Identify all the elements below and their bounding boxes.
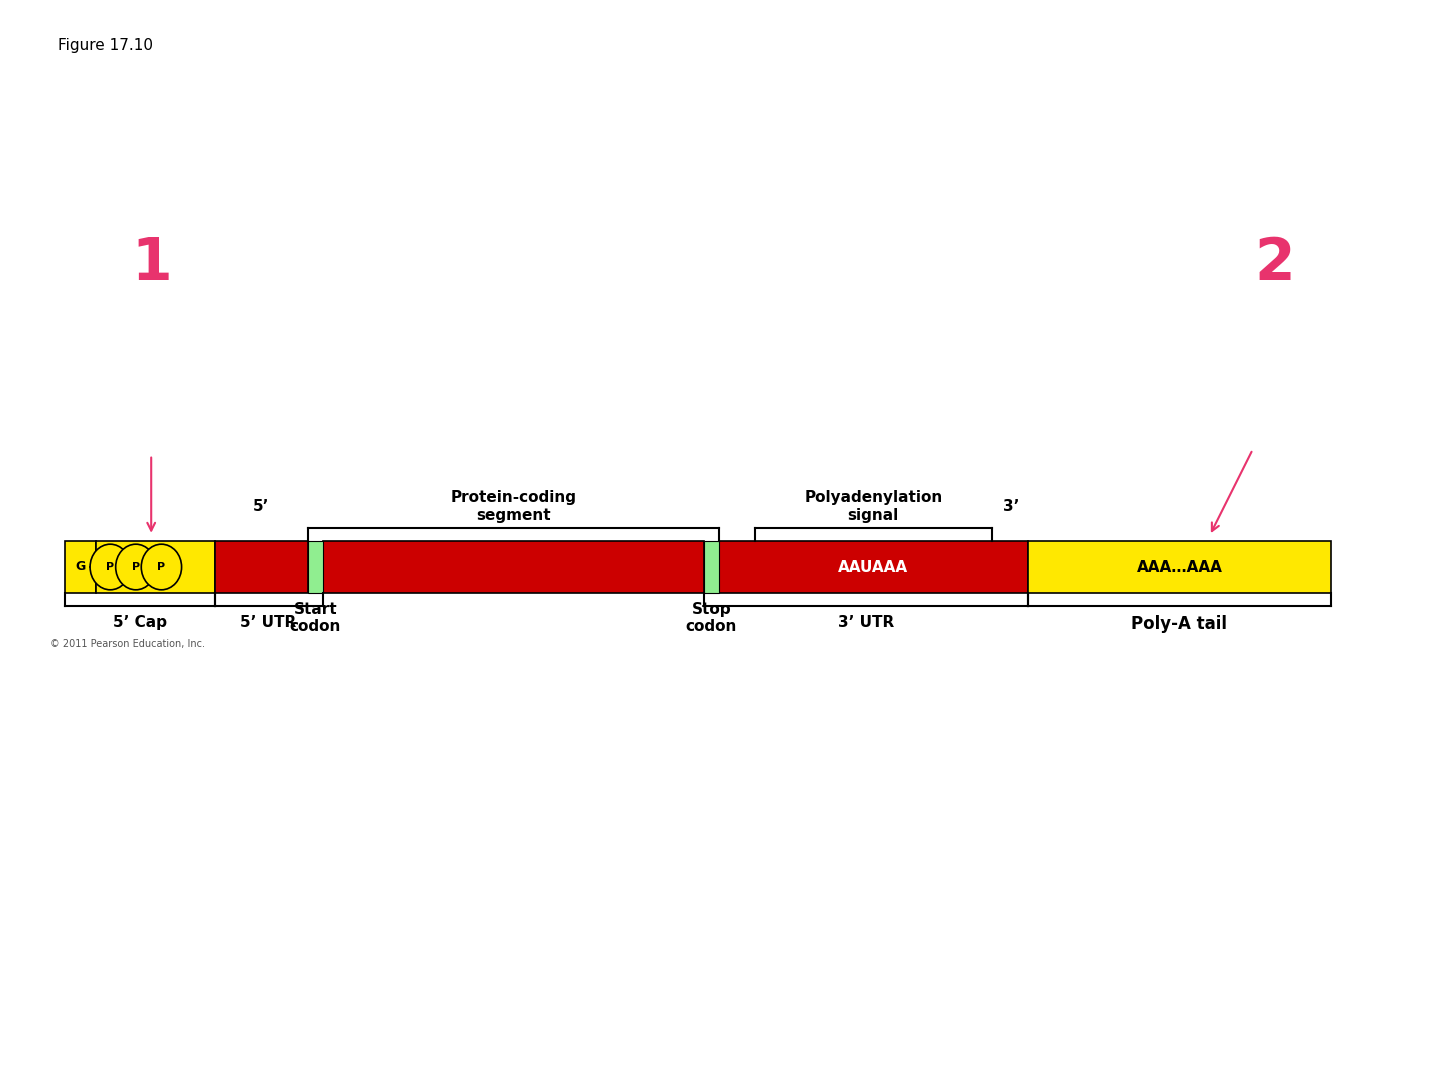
Ellipse shape [141,544,181,590]
FancyBboxPatch shape [323,541,704,593]
Text: P: P [107,562,114,572]
Text: Figure 17.10: Figure 17.10 [58,38,153,53]
FancyBboxPatch shape [308,541,323,593]
Text: Poly-A tail: Poly-A tail [1132,615,1227,633]
Text: P: P [132,562,140,572]
Text: Polyadenylation
signal: Polyadenylation signal [804,490,943,523]
Text: AAUAAA: AAUAAA [838,559,909,575]
FancyBboxPatch shape [1028,541,1331,593]
Text: © 2011 Pearson Education, Inc.: © 2011 Pearson Education, Inc. [50,639,206,649]
Text: Stop
codon: Stop codon [685,602,737,634]
Ellipse shape [115,544,156,590]
FancyBboxPatch shape [65,541,96,593]
Text: 1: 1 [131,234,171,292]
Text: Start
codon: Start codon [289,602,341,634]
Text: Protein-coding
segment: Protein-coding segment [451,490,576,523]
FancyBboxPatch shape [719,541,1028,593]
Ellipse shape [91,544,131,590]
Text: AAA…AAA: AAA…AAA [1136,559,1223,575]
Text: 3’ UTR: 3’ UTR [838,615,894,630]
Text: 3’: 3’ [1002,499,1020,514]
Text: 5’: 5’ [253,499,269,514]
Text: 2: 2 [1254,234,1295,292]
Text: P: P [157,562,166,572]
Text: 5’ UTR: 5’ UTR [240,615,297,630]
Text: G: G [75,561,86,573]
Text: 5’ Cap: 5’ Cap [112,615,167,630]
FancyBboxPatch shape [704,541,719,593]
FancyBboxPatch shape [96,541,215,593]
FancyBboxPatch shape [215,541,308,593]
